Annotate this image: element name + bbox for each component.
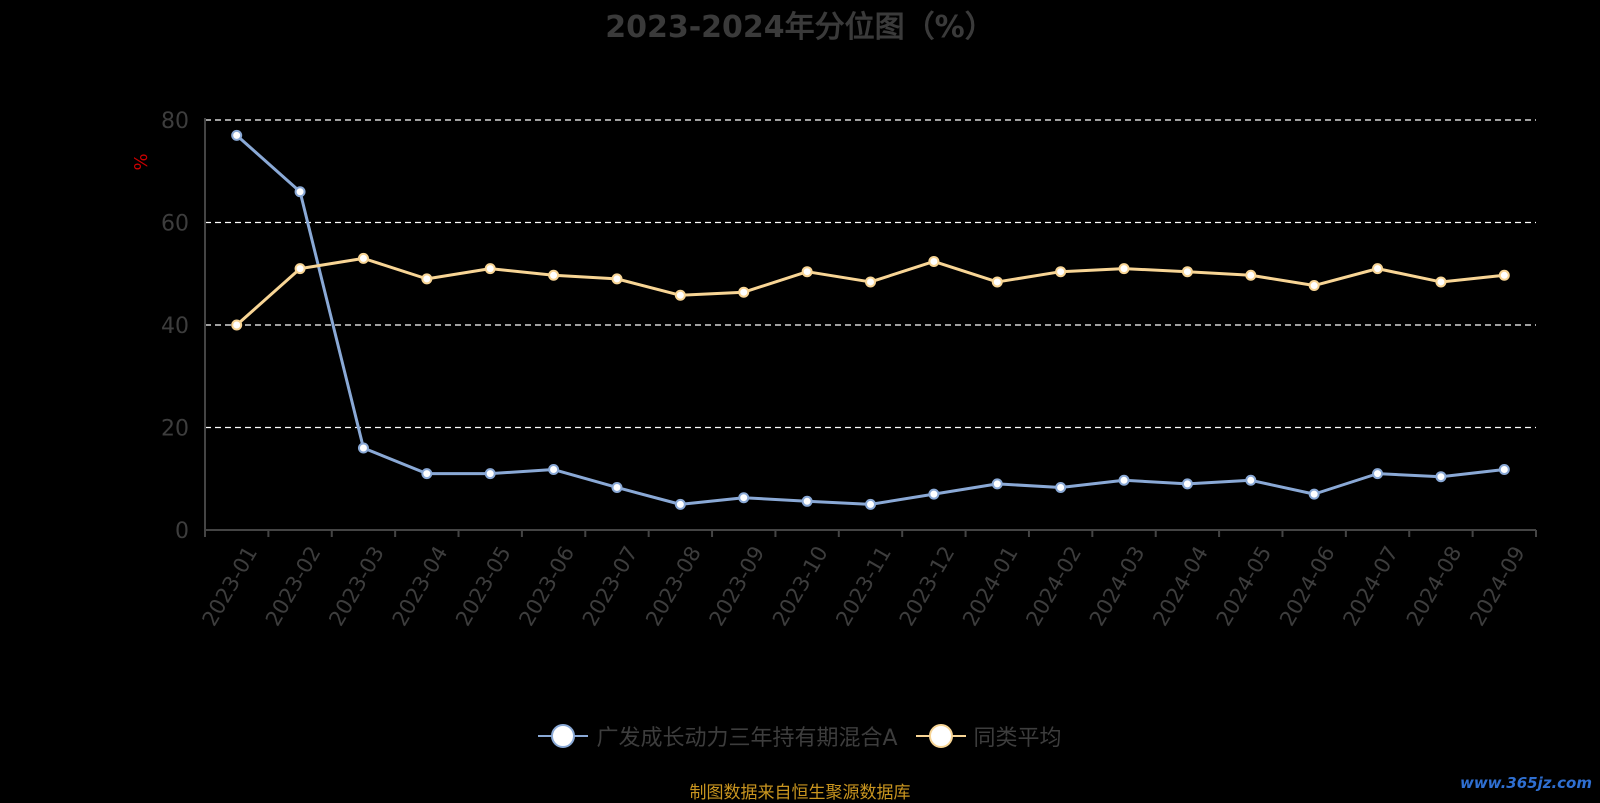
series-2-point xyxy=(1372,263,1384,275)
series-1-point xyxy=(1245,474,1257,486)
x-tick-label: 2023-05 xyxy=(451,542,516,630)
series-2-point xyxy=(1498,269,1510,281)
series-2-point xyxy=(928,255,940,267)
x-tick-label: 2024-09 xyxy=(1465,542,1530,630)
series-2-point xyxy=(421,273,433,285)
series-1-point xyxy=(484,468,496,480)
x-tick-label: 2024-06 xyxy=(1275,542,1340,630)
series-1-point xyxy=(421,468,433,480)
series-1-point xyxy=(738,492,750,504)
chart-title: 2023-2024年分位图（%） xyxy=(605,10,995,45)
x-tick-label: 2023-10 xyxy=(768,542,833,630)
legend-marker-series-2 xyxy=(915,724,966,748)
series-1-point xyxy=(1435,471,1447,483)
series-1-point xyxy=(1181,478,1193,490)
x-tick-label: 2023-08 xyxy=(641,542,706,630)
series-1-point xyxy=(294,186,306,198)
series-2-point xyxy=(1435,276,1447,288)
series-2-point xyxy=(1308,280,1320,292)
legend-label-series-1: 广发成长动力三年持有期混合A xyxy=(596,726,898,751)
series-1-point xyxy=(1372,468,1384,480)
x-tick-label: 2023-04 xyxy=(388,542,453,630)
series-1-point xyxy=(801,495,813,507)
series-1-point xyxy=(611,481,623,493)
series-1-point xyxy=(991,478,1003,490)
legend-item-series-1[interactable]: 广发成长动力三年持有期混合A xyxy=(538,720,898,752)
legend-item-series-2[interactable]: 同类平均 xyxy=(915,720,1062,752)
x-tick-label: 2023-09 xyxy=(705,542,770,630)
x-tick-label: 2023-03 xyxy=(324,542,389,630)
legend: 广发成长动力三年持有期混合A 同类平均 xyxy=(0,716,1600,756)
series-1-point xyxy=(1118,474,1130,486)
y-axis-label: % xyxy=(131,153,152,170)
series-2-point xyxy=(1055,266,1067,278)
data-source-note: 制图数据来自恒生聚源数据库 xyxy=(689,783,911,803)
series-1-point xyxy=(674,498,686,510)
series-1-point xyxy=(1308,488,1320,500)
series-1-point xyxy=(865,498,876,510)
series-2-point xyxy=(294,263,306,275)
series-2-point xyxy=(1181,266,1193,278)
x-tick-label: 2023-07 xyxy=(578,542,643,630)
x-tick-label: 2024-01 xyxy=(958,542,1023,630)
series-2-point xyxy=(1245,269,1257,281)
series-2-point xyxy=(674,289,686,301)
x-tick-label: 2024-04 xyxy=(1148,542,1213,630)
series-1-point xyxy=(928,488,940,500)
watermark: www.365jz.com xyxy=(1459,774,1592,792)
y-tick-label: 0 xyxy=(175,519,189,544)
series-2-point xyxy=(231,319,243,331)
legend-label-series-2: 同类平均 xyxy=(973,726,1062,751)
y-tick-label: 40 xyxy=(161,314,189,339)
series-line-1 xyxy=(235,134,1505,506)
y-tick-label: 80 xyxy=(161,109,189,134)
series-2-point xyxy=(548,269,560,281)
x-tick-label: 2023-12 xyxy=(895,542,960,630)
x-tick-label: 2024-07 xyxy=(1338,542,1403,630)
series-1-point xyxy=(357,442,369,454)
x-tick-label: 2024-02 xyxy=(1021,542,1086,630)
series-2-point xyxy=(484,263,496,275)
x-tick-label: 2023-01 xyxy=(198,542,263,630)
series-2-point xyxy=(865,276,876,288)
series-2-point xyxy=(991,276,1003,288)
series-2-point xyxy=(357,252,369,264)
series-1-point xyxy=(1498,464,1510,476)
y-tick-label: 60 xyxy=(161,212,189,237)
legend-marker-series-1 xyxy=(538,724,589,748)
series-2-point xyxy=(801,266,813,278)
x-tick-label: 2023-02 xyxy=(261,542,326,630)
series-1-point xyxy=(231,129,243,141)
x-tick-label: 2024-08 xyxy=(1402,542,1467,630)
series-line-2 xyxy=(235,256,1505,327)
series-1-point xyxy=(548,464,560,476)
series-2-point xyxy=(611,273,623,285)
series-2-point xyxy=(738,286,750,298)
x-tick-label: 2023-06 xyxy=(514,542,579,630)
x-tick-label: 2023-11 xyxy=(831,542,896,630)
series-2-point xyxy=(1118,263,1130,275)
x-tick-label: 2024-05 xyxy=(1212,542,1277,630)
series-1-point xyxy=(1055,481,1067,493)
x-tick-label: 2024-03 xyxy=(1085,542,1150,630)
y-tick-label: 20 xyxy=(161,417,189,442)
